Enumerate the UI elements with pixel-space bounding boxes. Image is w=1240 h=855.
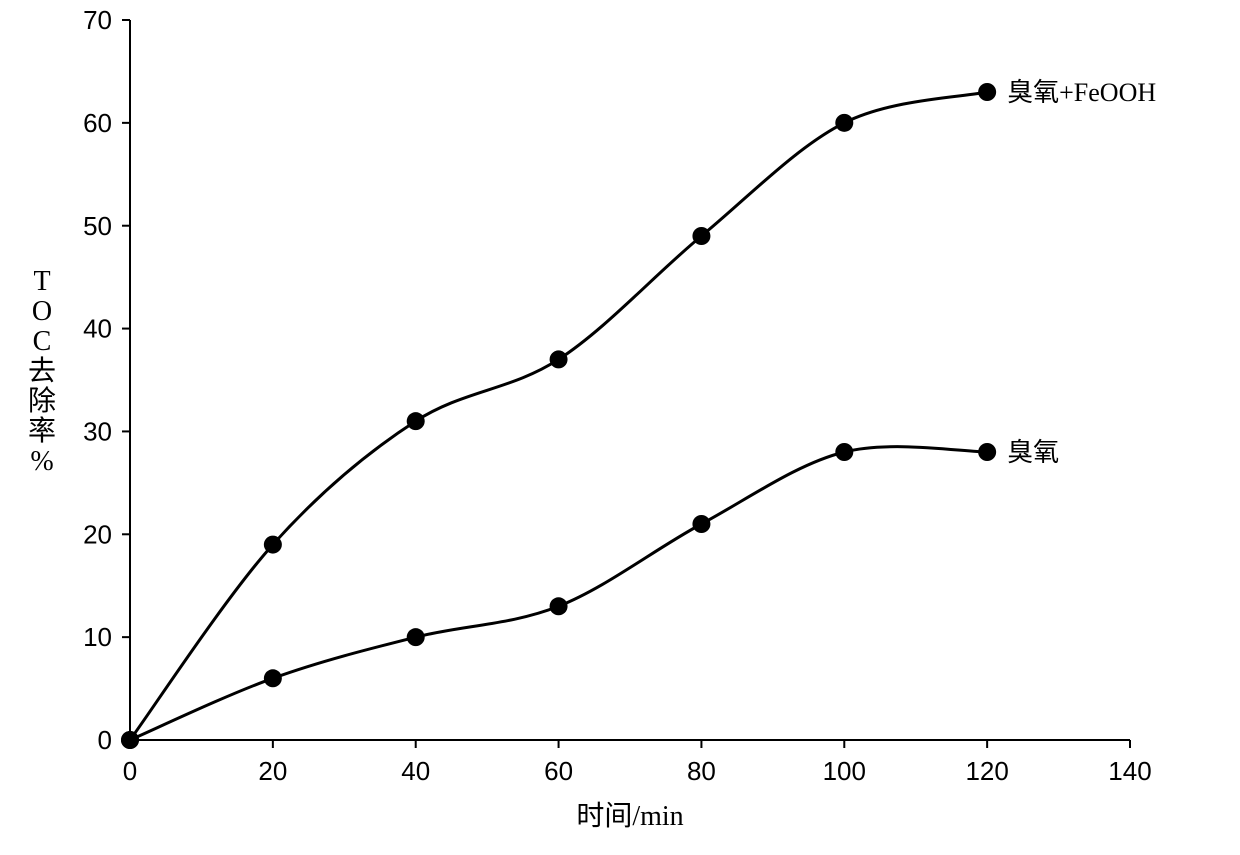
x-tick-label: 140 xyxy=(1108,756,1151,786)
y-axis-title: TOC去除率% xyxy=(28,266,56,477)
series-label: 臭氧 xyxy=(1007,438,1059,467)
x-axis-title: 时间/min xyxy=(576,800,683,832)
series-marker xyxy=(407,412,425,430)
x-tick-label: 80 xyxy=(687,756,716,786)
x-tick-label: 100 xyxy=(823,756,866,786)
series-marker xyxy=(550,597,568,615)
series-marker xyxy=(978,83,996,101)
y-tick-label: 40 xyxy=(83,314,112,344)
y-tick-label: 0 xyxy=(98,725,112,755)
y-axis-title-char: C xyxy=(33,326,52,357)
series-marker xyxy=(835,114,853,132)
series-marker xyxy=(121,731,139,749)
series-marker xyxy=(264,536,282,554)
y-axis-title-char: 去 xyxy=(28,355,56,387)
series-marker xyxy=(407,628,425,646)
x-tick-label: 40 xyxy=(401,756,430,786)
y-axis-title-char: T xyxy=(33,266,50,297)
series-marker xyxy=(692,227,710,245)
y-axis-title-char: % xyxy=(30,446,53,477)
line-chart: 0 20 40 60 80 100 120 140 0 10 20 30 40 50 60 70 时间/min T… xyxy=(0,0,1240,855)
y-tick-label: 70 xyxy=(83,5,112,35)
series-marker xyxy=(978,443,996,461)
series-marker xyxy=(264,669,282,687)
series-label: 臭氧+FeOOH xyxy=(1007,78,1156,107)
x-tick-label: 120 xyxy=(965,756,1008,786)
y-axis-title-char: 率 xyxy=(28,415,56,447)
chart-svg: 0 20 40 60 80 100 120 140 0 10 20 30 40 50 60 70 时间/min T… xyxy=(0,0,1240,855)
y-tick-label: 20 xyxy=(83,519,112,549)
series-marker xyxy=(692,515,710,533)
x-tick-label: 20 xyxy=(258,756,287,786)
y-tick-label: 60 xyxy=(83,108,112,138)
x-tick-label: 0 xyxy=(123,756,137,786)
x-tick-label: 60 xyxy=(544,756,573,786)
y-tick-label: 30 xyxy=(83,417,112,447)
chart-background xyxy=(0,0,1240,855)
series-marker xyxy=(835,443,853,461)
y-tick-label: 10 xyxy=(83,622,112,652)
y-axis-title-char: 除 xyxy=(28,385,56,417)
series-marker xyxy=(550,350,568,368)
y-tick-label: 50 xyxy=(83,211,112,241)
y-axis-title-char: O xyxy=(32,296,52,327)
